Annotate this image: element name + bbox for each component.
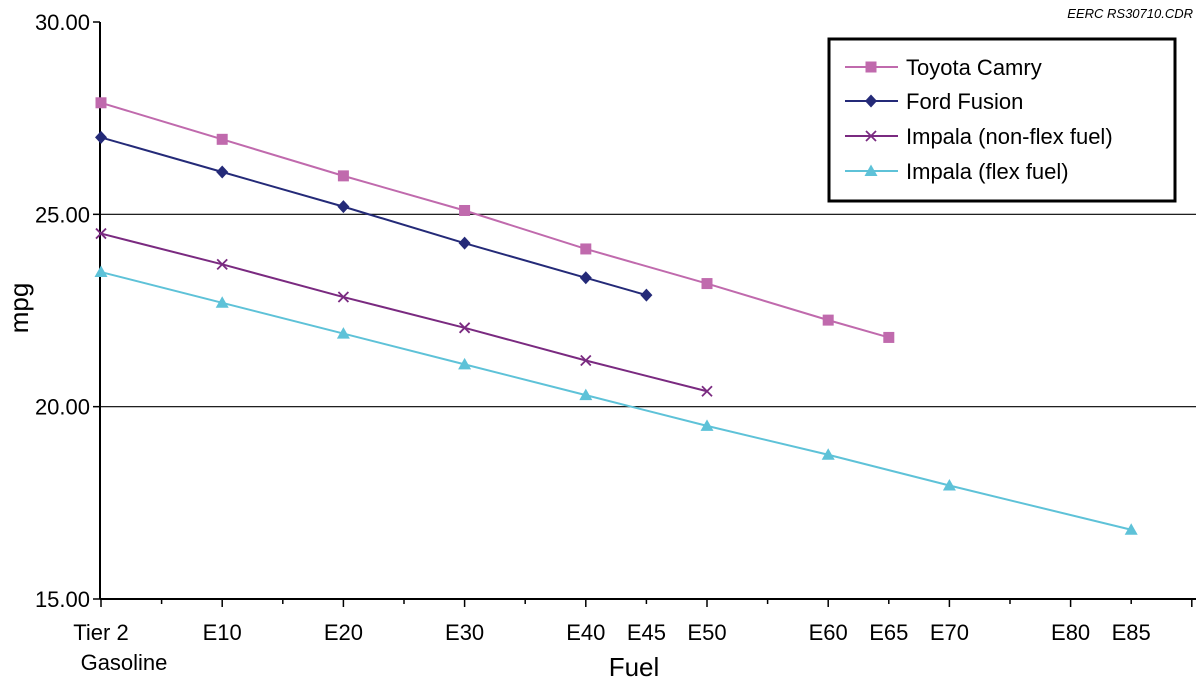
x-axis-ticks: Tier 2 Gasoline E10 E20 E30 E40 E45 E50 E60 E65 E7… [73,599,1193,675]
x-tick-label: E30 [445,620,484,645]
data-point [215,296,229,308]
legend-items: Toyota Camry Ford Fusion Impala (non-flex … [845,55,1113,184]
legend-item: Ford Fusion [845,89,1023,114]
legend-marker [865,94,877,108]
data-point [458,236,471,250]
data-point [95,97,107,109]
y-tick-label: 20.00 [35,395,90,420]
y-tick-label: 15.00 [35,587,90,612]
data-point [1124,523,1138,535]
data-point [95,130,107,144]
data-point [579,271,592,285]
data-point [700,419,714,431]
legend-marker [864,164,878,176]
x-marker-stroke [458,322,471,334]
x-marker-stroke [95,227,107,240]
x-tick-label: E50 [687,620,726,645]
y-tick-label: 30.00 [35,10,90,35]
data-point [337,291,350,303]
legend-marker [865,130,877,142]
data-point [822,314,834,326]
legend-marker [865,61,877,73]
legend-item: Impala (flex fuel) [845,159,1069,184]
data-point [580,243,592,255]
legend-label: Impala (flex fuel) [906,159,1069,184]
gridlines [100,213,1196,408]
x-tick-label: E85 [1112,620,1151,645]
data-point [821,448,835,460]
data-point [701,278,713,290]
x-tick-label: E40 [566,620,605,645]
x-tick-label: Tier 2 [73,620,128,645]
source-note: EERC RS30710.CDR [1067,6,1193,21]
data-point [95,227,107,240]
legend-item: Impala (non-flex fuel) [845,124,1113,149]
data-point [94,265,108,278]
data-point [458,322,471,334]
series-x [95,227,713,397]
series-triangle [94,265,1138,535]
x-tick-label: E60 [809,620,848,645]
x-marker-stroke [580,354,592,367]
series-diamond [95,130,653,302]
data-point [458,357,472,370]
x-marker-stroke [865,130,877,142]
x-tick-label: E20 [324,620,363,645]
x-tick-label: E10 [203,620,242,645]
y-axis-title: mpg [4,283,34,334]
x-marker-stroke [216,258,228,270]
x-tick-label: E70 [930,620,969,645]
series-line [100,271,1132,531]
series-layer [94,97,1138,535]
legend-label: Impala (non-flex fuel) [906,124,1113,149]
data-point [579,388,593,401]
x-tick-label: E45 [627,620,666,645]
legend: Toyota Camry Ford Fusion Impala (non-flex … [827,37,1177,203]
y-axis-ticks: 15.00 20.00 25.00 30.00 [35,10,100,612]
x-marker-stroke [701,385,713,397]
x-axis-title: Fuel [609,652,660,682]
legend-label: Ford Fusion [906,89,1023,114]
data-point [640,288,653,302]
data-point [883,331,895,343]
x-tick-label: E80 [1051,620,1090,645]
data-point [459,204,471,216]
series-square [95,97,895,343]
data-point [216,165,229,179]
data-point [580,354,592,367]
y-tick-label: 25.00 [35,202,90,227]
x-marker-stroke [337,291,350,303]
data-point [942,479,956,491]
data-point [337,170,349,182]
data-point [216,133,228,145]
data-point [216,258,228,270]
legend-label: Toyota Camry [906,55,1042,80]
x-tick-label: E65 [869,620,908,645]
data-point [701,385,713,397]
data-point [336,327,350,339]
series-line [100,101,890,339]
data-point [337,200,350,214]
legend-item: Toyota Camry [845,55,1042,80]
series-line [100,232,708,393]
series-line [100,136,647,297]
x-tick-label-line2: Gasoline [81,650,168,675]
